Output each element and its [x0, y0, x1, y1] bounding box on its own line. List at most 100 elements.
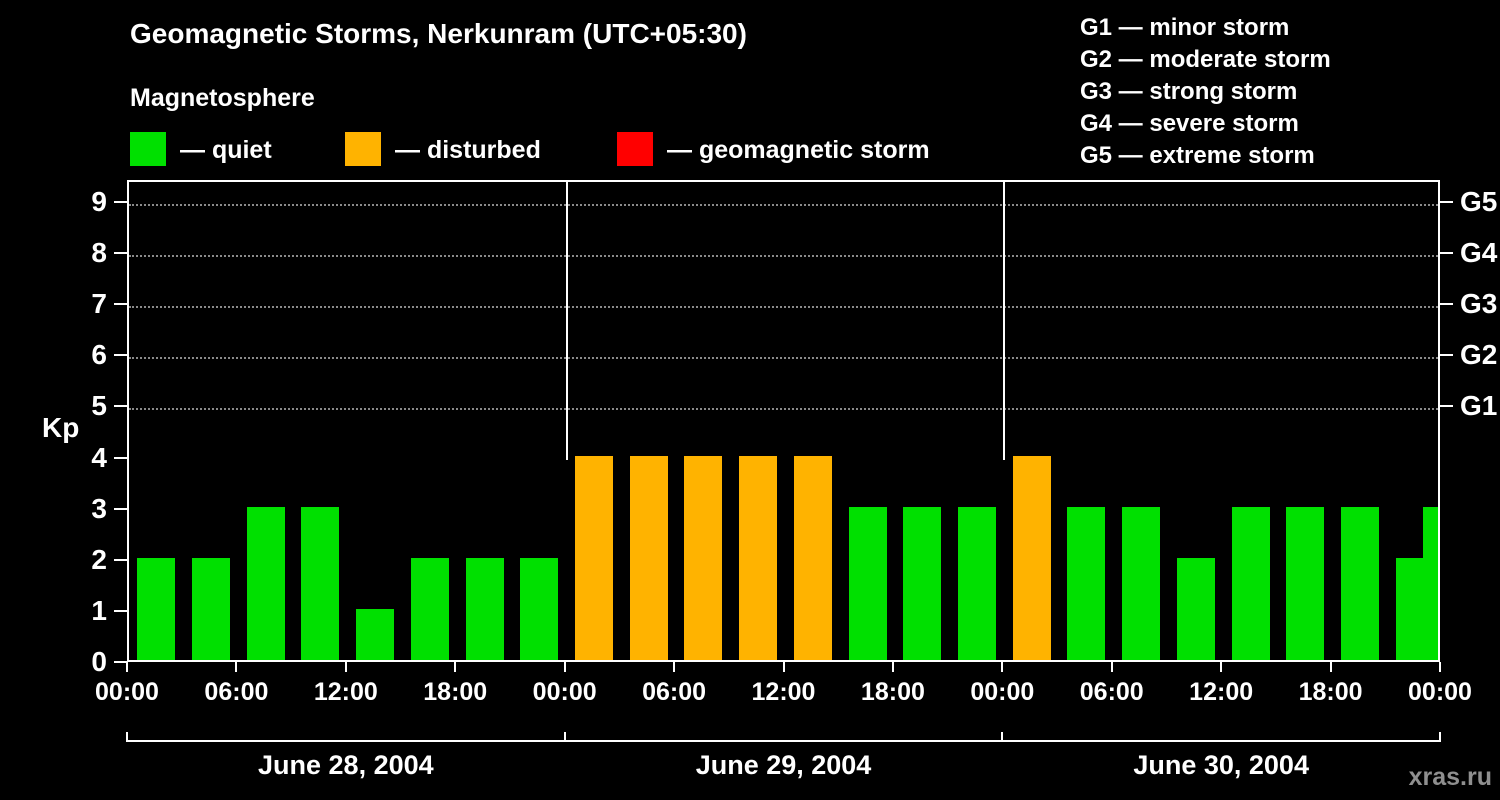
kp-bar	[246, 506, 285, 660]
y-axis: 0 1 2 3 4 5 6 7 8 9	[0, 180, 127, 677]
y-tick	[114, 609, 127, 612]
kp-bar	[684, 455, 723, 660]
storm-scale-g5: G5 — extreme storm	[1080, 142, 1315, 169]
y-tick	[114, 456, 127, 459]
gridline-kp8	[129, 255, 1438, 258]
y-tick-label: 9	[91, 185, 107, 217]
plot-area	[127, 180, 1440, 662]
gridline-kp9	[129, 203, 1438, 206]
legend-quiet-label: — quiet	[180, 136, 272, 164]
storm-scale-g4: G4 — severe storm	[1080, 110, 1299, 137]
gridline-kp7	[129, 306, 1438, 309]
x-tick-label: 00:00	[970, 678, 1035, 706]
day-bracket-tick	[563, 732, 566, 742]
x-tick-label: 18:00	[860, 678, 925, 706]
day-label: June 29, 2004	[695, 750, 872, 780]
y-axis-title: Kp	[42, 412, 80, 443]
kp-bar	[465, 557, 504, 660]
kp-bar	[629, 455, 668, 660]
kp-bar	[356, 608, 395, 660]
legend-disturbed-swatch-icon	[345, 132, 381, 166]
kp-bar	[1423, 506, 1438, 660]
x-tick	[782, 662, 785, 672]
legend-disturbed-label: — disturbed	[395, 136, 541, 164]
day-axis: June 28, 2004 June 29, 2004 June 30, 2004	[126, 732, 1441, 800]
x-tick-label: 06:00	[642, 678, 707, 706]
kp-bar	[1231, 506, 1270, 660]
kp-bar	[903, 506, 942, 660]
subtitle-magnetosphere: Magnetosphere	[130, 84, 315, 112]
x-tick	[1001, 662, 1004, 672]
storm-scale-g2: G2 — moderate storm	[1080, 46, 1331, 73]
kp-bar	[1340, 506, 1379, 660]
kp-bar	[739, 455, 778, 660]
y-tick-label: 7	[91, 288, 107, 320]
kp-bar	[520, 557, 559, 660]
y-tick-label: 2	[91, 543, 107, 575]
x-tick	[454, 662, 457, 672]
day-label: June 30, 2004	[1133, 750, 1309, 780]
kp-bar	[1286, 506, 1325, 660]
g-axis: G1 G2 G3 G4 G5	[1440, 180, 1500, 662]
day-bracket-tick	[126, 732, 128, 742]
kp-bar	[957, 506, 996, 660]
x-tick	[344, 662, 347, 672]
legend-storm-swatch-icon	[617, 132, 653, 166]
y-tick-label: 1	[91, 594, 107, 626]
day-bracket-line	[127, 740, 1440, 742]
g-tick	[1440, 200, 1453, 203]
x-tick-label: 06:00	[204, 678, 269, 706]
kp-bar	[793, 455, 832, 660]
x-tick	[1110, 662, 1113, 672]
kp-bar	[192, 557, 231, 660]
x-tick	[1220, 662, 1223, 672]
storm-scale-legend: G1 — minor storm G2 — moderate storm G3 …	[1080, 12, 1331, 172]
page-title: Geomagnetic Storms, Nerkunram (UTC+05:30…	[130, 18, 747, 49]
x-axis: 00:00 06:00 12:00 18:00 00:00 06:00 12:00 18:00…	[95, 662, 1472, 722]
x-tick	[563, 662, 566, 672]
g-level-label: G5	[1460, 185, 1498, 217]
kp-bar	[1176, 557, 1215, 660]
g-level-label: G2	[1460, 339, 1498, 371]
y-tick-label: 0	[91, 646, 107, 677]
x-tick-label: 00:00	[532, 678, 597, 706]
day-bracket-tick	[1001, 732, 1004, 742]
x-tick	[1329, 662, 1332, 672]
y-tick	[114, 200, 127, 203]
x-tick-label: 18:00	[1298, 678, 1363, 706]
kp-bar	[137, 557, 176, 660]
g-tick	[1440, 405, 1453, 408]
kp-bar	[1067, 506, 1106, 660]
y-tick-label: 8	[91, 237, 107, 269]
x-tick	[235, 662, 238, 672]
kp-bar	[575, 455, 614, 660]
y-tick	[114, 405, 127, 408]
g-tick	[1440, 354, 1453, 357]
x-tick-label: 00:00	[95, 678, 159, 706]
x-tick-label: 18:00	[423, 678, 488, 706]
y-tick	[114, 661, 127, 663]
x-tick-label: 12:00	[1189, 678, 1254, 706]
g-tick	[1440, 252, 1453, 255]
day-boundary-line	[1003, 182, 1006, 460]
watermark: xras.ru	[1408, 763, 1492, 791]
day-boundary-line	[565, 182, 568, 460]
legend-quiet-swatch-icon	[130, 132, 166, 166]
y-tick-label: 6	[91, 339, 107, 371]
g-level-label: G1	[1460, 390, 1498, 422]
y-tick	[114, 354, 127, 357]
legend-storm-label: — geomagnetic storm	[667, 136, 930, 164]
kp-bar	[410, 557, 449, 660]
kp-bar	[1012, 455, 1051, 660]
x-tick	[891, 662, 894, 672]
gridline-kp6	[129, 357, 1438, 360]
y-tick-label: 4	[91, 441, 107, 473]
kp-bar	[848, 506, 887, 660]
x-tick-label: 12:00	[313, 678, 378, 706]
x-tick-label: 12:00	[751, 678, 816, 706]
kp-bar	[1122, 506, 1161, 660]
x-tick-label: 00:00	[1408, 678, 1472, 706]
x-tick-label: 06:00	[1079, 678, 1144, 706]
y-tick	[114, 507, 127, 510]
g-level-label: G4	[1460, 237, 1498, 269]
